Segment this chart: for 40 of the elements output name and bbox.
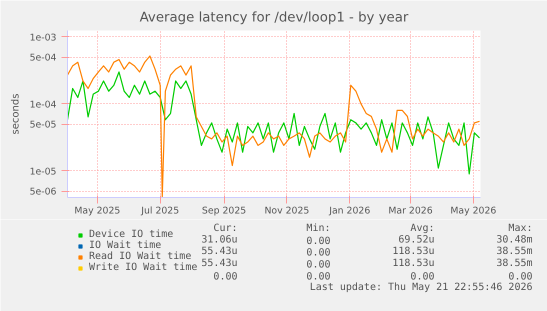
x-tick-label: Mar 2026	[388, 206, 433, 216]
text: 55.43u	[201, 246, 238, 257]
text: 38.55m	[496, 246, 532, 257]
y-tick-label: 1e-05	[30, 166, 57, 178]
text: 0.00	[306, 236, 331, 247]
text: Max:	[508, 223, 533, 234]
x-tick-label: Sep 2025	[202, 206, 246, 216]
y-tick-label: 1e-03	[30, 32, 57, 44]
text: 0.00	[306, 248, 331, 258]
legend-label: IO Wait time	[89, 240, 162, 251]
x-tick-label: May 2026	[450, 206, 496, 216]
text: Avg:	[410, 223, 435, 234]
legend-label: Write IO Wait time	[89, 262, 198, 273]
x-tick-label: May 2025	[74, 206, 120, 216]
text: 31.06u	[201, 234, 238, 246]
x-tick-label: Jul 2025	[140, 206, 180, 216]
text: 0.00	[306, 260, 331, 270]
text: 118.53u	[392, 258, 435, 269]
text: Min:	[306, 223, 331, 234]
legend-label: Device IO time	[89, 229, 174, 240]
text: 0.00	[508, 272, 533, 282]
text: 30.48m	[496, 234, 532, 246]
text: 118.53u	[392, 246, 435, 257]
text: 0.00	[410, 272, 435, 282]
x-tick-label: Jan 2026	[328, 206, 370, 216]
y-axis-title: seconds	[10, 94, 22, 134]
text: 69.52u	[398, 234, 434, 246]
legend-label: Read IO Wait time	[89, 251, 192, 262]
y-tick-label: 1e-04	[30, 99, 57, 110]
text: 55.43u	[201, 258, 238, 269]
text: Cur:	[213, 223, 238, 234]
y-tick-label: 5e-04	[30, 52, 57, 64]
text: 0.00	[306, 272, 331, 282]
x-tick-label: Nov 2025	[264, 206, 310, 216]
chart-title: Average latency for /dev/loop1 - by year	[140, 10, 409, 26]
y-tick-label: 5e-06	[30, 186, 57, 198]
y-tick-label: 5e-05	[30, 120, 57, 131]
text: 38.55m	[496, 258, 532, 269]
text: Last update: Thu May 21 22:55:46 2026	[310, 282, 533, 293]
text: 0.00	[213, 272, 238, 282]
